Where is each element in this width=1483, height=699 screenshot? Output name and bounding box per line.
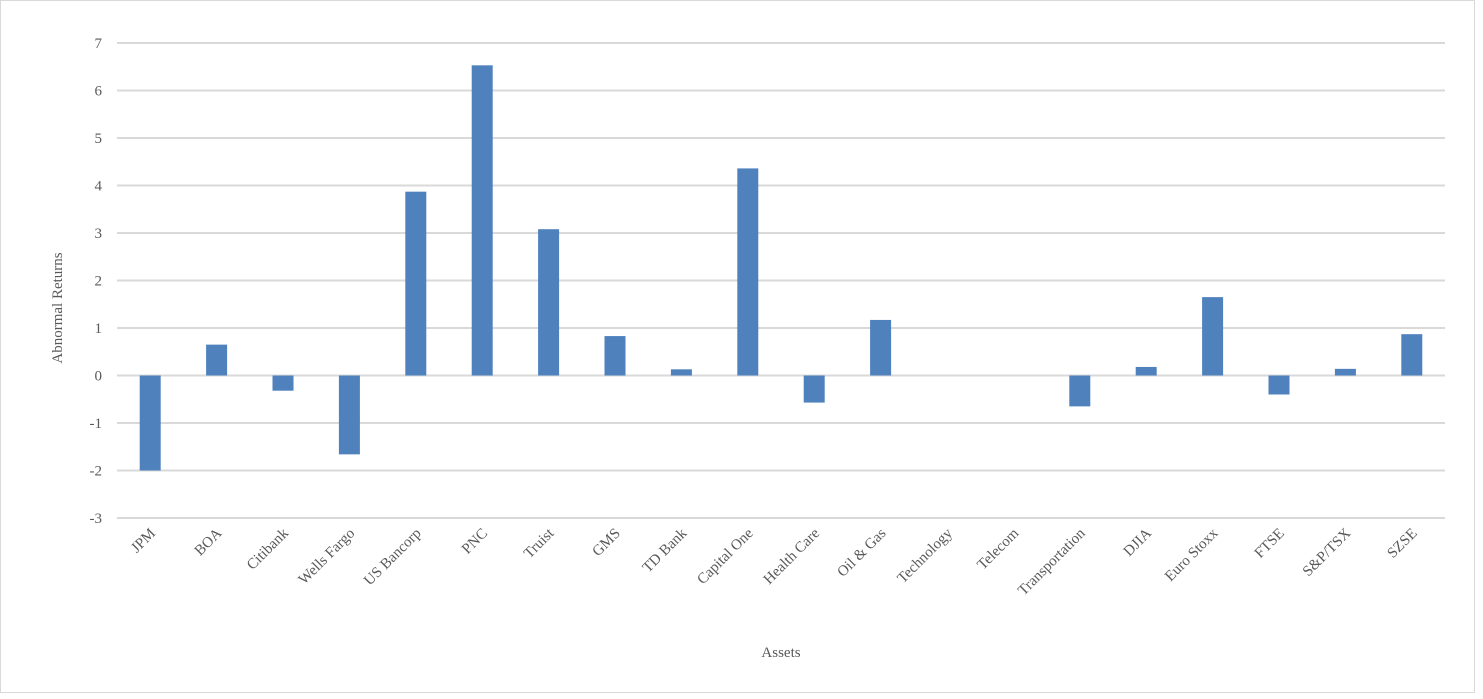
bar-health-care xyxy=(803,375,825,403)
bar-djia xyxy=(1135,366,1157,376)
x-tick-label: FTSE xyxy=(1252,526,1288,562)
x-tick-label: GMS xyxy=(590,526,624,560)
y-tick-label: 6 xyxy=(95,84,103,100)
x-tick-label: Wells Fargo xyxy=(296,526,358,588)
x-tick-label: Oil & Gas xyxy=(835,525,890,580)
x-tick-label: Transportation xyxy=(1015,525,1089,599)
bar-gms xyxy=(604,336,626,376)
bar-wells-fargo xyxy=(338,375,360,455)
y-tick-label: 1 xyxy=(95,321,103,337)
x-tick-label: US Bancorp xyxy=(361,526,424,589)
x-tick-label: Truist xyxy=(521,525,558,562)
bar-boa xyxy=(206,344,228,376)
bar-td-bank xyxy=(670,369,692,376)
x-tick-label: Capital One xyxy=(694,525,757,588)
x-tick-label: DJIA xyxy=(1121,525,1155,559)
bar-truist xyxy=(538,229,560,376)
bar-jpm xyxy=(139,375,161,471)
x-axis-ticks: JPM BOA Citibank Wells Fargo US Bancorp PNC Tr… xyxy=(128,525,1420,599)
x-tick-label: JPM xyxy=(128,526,159,557)
bar-pnc xyxy=(471,65,493,376)
y-tick-label: -2 xyxy=(90,464,103,480)
bars xyxy=(139,65,1423,471)
bar-oil-gas xyxy=(870,319,892,376)
x-tick-label: BOA xyxy=(192,525,226,559)
x-tick-label: S&P/TSX xyxy=(1300,525,1354,579)
bar-euro-stoxx xyxy=(1202,297,1224,376)
bar-transportation xyxy=(1069,375,1091,407)
y-tick-label: 4 xyxy=(95,179,103,195)
x-axis-title: Assets xyxy=(761,645,800,661)
x-tick-label: Telecom xyxy=(975,525,1023,573)
x-tick-label: Citibank xyxy=(244,525,292,573)
y-axis-title: Abnormal Returns xyxy=(50,252,66,363)
bar-capital-one xyxy=(737,168,759,376)
x-tick-label: PNC xyxy=(459,526,491,558)
gridlines xyxy=(117,42,1445,519)
x-tick-label: Health Care xyxy=(761,525,824,588)
y-axis-ticks: 7 6 5 4 3 2 1 0 -1 -2 -3 xyxy=(90,36,103,527)
bar-s-p-tsx xyxy=(1334,368,1356,376)
x-tick-label: SZSE xyxy=(1385,526,1421,562)
y-tick-label: 7 xyxy=(95,36,103,52)
x-tick-label: Technology xyxy=(895,525,957,587)
y-tick-label: -3 xyxy=(90,511,103,527)
y-tick-label: 2 xyxy=(95,274,103,290)
bar-ftse xyxy=(1268,375,1290,395)
bar-citibank xyxy=(272,375,294,391)
y-tick-label: 5 xyxy=(95,131,103,147)
bar-us-bancorp xyxy=(405,191,427,376)
x-tick-label: Euro Stoxx xyxy=(1162,525,1222,585)
y-tick-label: 0 xyxy=(95,369,103,385)
y-tick-label: 3 xyxy=(95,226,103,242)
y-tick-label: -1 xyxy=(90,416,103,432)
bar-szse xyxy=(1401,334,1423,376)
x-tick-label: TD Bank xyxy=(640,525,691,576)
